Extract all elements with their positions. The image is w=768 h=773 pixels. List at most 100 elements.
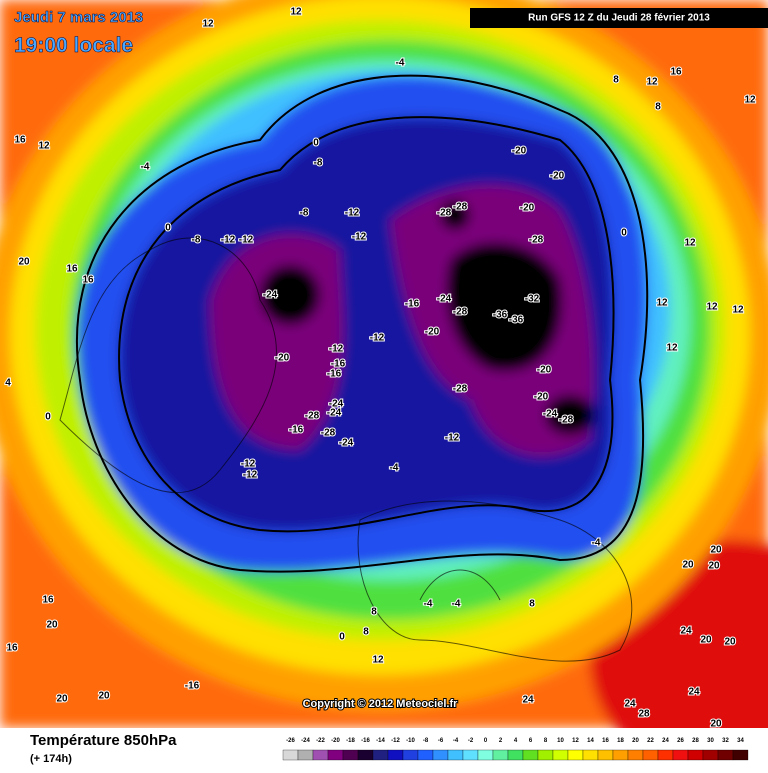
contour-label: 12 (656, 298, 668, 309)
colorbar-tick-label: -10 (406, 738, 415, 744)
color-swatch (657, 749, 674, 761)
contour-label: 20 (724, 637, 736, 648)
contour-label: -20 (520, 203, 535, 214)
colorbar-tick-label: 10 (557, 738, 564, 744)
color-swatch (417, 749, 434, 761)
contour-label: -12 (221, 235, 236, 246)
contour-label: -24 (327, 408, 342, 419)
contour-label: 20 (18, 257, 30, 268)
contour-label: -36 (509, 315, 524, 326)
contour-label: 8 (613, 75, 619, 86)
contour-label: 8 (655, 102, 661, 113)
contour-label: 12 (684, 238, 696, 249)
color-swatch (462, 749, 479, 761)
contour-label: 4 (5, 378, 11, 389)
contour-label: 20 (710, 545, 722, 556)
contour-label: -28 (453, 202, 468, 213)
contour-label: 12 (202, 19, 214, 30)
contour-label: -28 (321, 428, 336, 439)
color-swatch (717, 749, 734, 761)
colorbar-tick-label: -24 (301, 738, 310, 744)
contour-label: 20 (708, 561, 720, 572)
color-swatch (627, 749, 644, 761)
contour-label: -20 (550, 171, 565, 182)
colorbar-tick-label: -16 (361, 738, 370, 744)
contour-label: 24 (680, 626, 692, 637)
contour-label: 12 (744, 95, 756, 106)
contour-label: -20 (534, 392, 549, 403)
contour-label: -12 (445, 433, 460, 444)
contour-label: 0 (45, 412, 51, 423)
contour-label: -28 (305, 411, 320, 422)
contour-label: 16 (42, 595, 54, 606)
colorbar-tick-label: 24 (662, 738, 669, 744)
color-swatch (447, 749, 464, 761)
contour-label: -28 (529, 235, 544, 246)
contour-label: -4 (396, 58, 405, 69)
contour-label: 12 (732, 305, 744, 316)
contour-label: -8 (314, 158, 323, 169)
copyright: Copyright © 2012 Meteociel.fr (303, 698, 459, 710)
legend-panel (0, 728, 768, 768)
contour-label: 20 (700, 635, 712, 646)
valid-time: 19:00 locale (14, 34, 133, 57)
color-swatch (687, 749, 704, 761)
color-swatch (507, 749, 524, 761)
contour-label: -32 (525, 294, 540, 305)
contour-label: -24 (339, 438, 354, 449)
contour-label: -4 (424, 599, 433, 610)
contours (75, 74, 649, 573)
color-swatch (432, 749, 449, 761)
color-swatch (672, 749, 689, 761)
contour-label: 28 (638, 709, 650, 720)
colorbar-tick-label: 18 (617, 738, 624, 744)
contour-label: 20 (682, 560, 694, 571)
run-box (470, 8, 768, 28)
colorbar-tick-label: 26 (677, 738, 684, 744)
colorbar-tick-label: 8 (544, 738, 548, 744)
contour-label: 20 (98, 691, 110, 702)
contour-label: 8 (371, 607, 377, 618)
colorbar-tick-label: 32 (722, 738, 729, 744)
color-swatch (372, 749, 389, 761)
contour-label: 12 (666, 343, 678, 354)
contour-label: 12 (646, 77, 658, 88)
contour-label: -24 (543, 409, 558, 420)
color-swatch (642, 749, 659, 761)
colorbar-tick-label: 16 (602, 738, 609, 744)
contour-label: -8 (300, 208, 309, 219)
color-swatch (477, 749, 494, 761)
contour-label: -16 (331, 359, 346, 370)
color-swatch (312, 749, 329, 761)
colorbar-tick-label: 20 (632, 738, 639, 744)
colorbar-tick-label: 2 (499, 738, 503, 744)
contour-label: 8 (529, 599, 535, 610)
contour-label: -16 (405, 299, 420, 310)
contour-label: 8 (363, 627, 369, 638)
contour-label: -12 (352, 232, 367, 243)
contour-label: -24 (263, 290, 278, 301)
colorbar-tick-label: 6 (529, 738, 533, 744)
color-swatch (552, 749, 569, 761)
contour-label: 16 (14, 135, 26, 146)
colorbar-tick-label: 30 (707, 738, 714, 744)
contour-label: -4 (452, 599, 461, 610)
contour-label: -20 (425, 327, 440, 338)
colorbar-tick-label: -8 (423, 738, 429, 744)
contour-label: 0 (165, 223, 171, 234)
contour-label: 20 (56, 694, 68, 705)
contour-label: -20 (275, 353, 290, 364)
colorbar-tick-label: -14 (376, 738, 385, 744)
color-swatch (582, 749, 599, 761)
contour-label: 16 (670, 67, 682, 78)
color-swatch (282, 749, 299, 761)
color-swatch (342, 749, 359, 761)
colorbar-tick-label: -26 (286, 738, 295, 744)
contour-label: -20 (537, 365, 552, 376)
colorbar-tick-label: -6 (438, 738, 444, 744)
contour-label: -4 (592, 538, 601, 549)
valid-date: Jeudi 7 mars 2013 (14, 9, 143, 26)
contour-label: -28 (437, 208, 452, 219)
